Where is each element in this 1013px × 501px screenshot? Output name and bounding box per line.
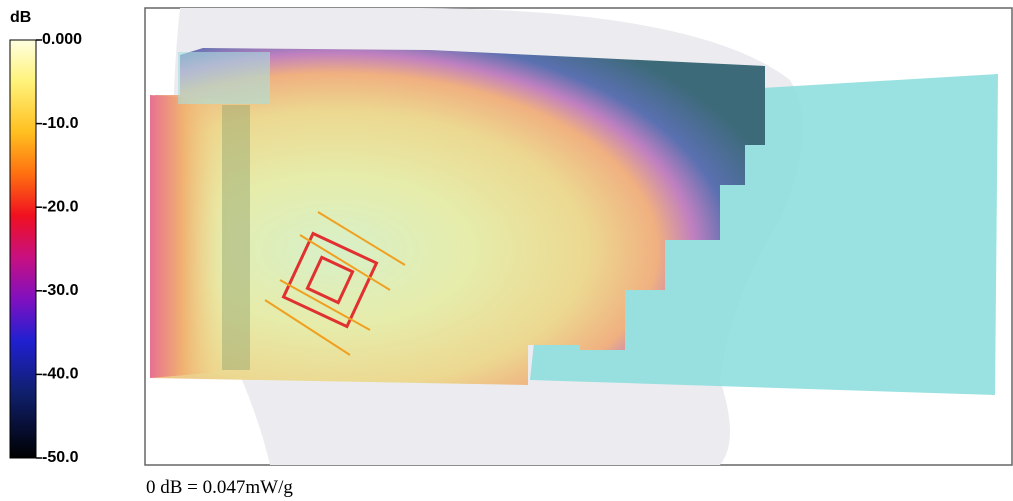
- tick-label: -20.0: [42, 198, 79, 215]
- ear-cylinder: [178, 52, 270, 104]
- colorbar: [9, 39, 37, 459]
- antenna: [281, 231, 379, 329]
- tick-label: -50.0: [42, 449, 79, 466]
- tick-label: -10.0: [42, 115, 79, 132]
- sar-distribution: [150, 48, 765, 385]
- tick-label: -40.0: [42, 366, 79, 383]
- shadow-band: [222, 105, 250, 370]
- colorbar-unit: dB: [10, 9, 31, 26]
- antenna-lines: [264, 211, 406, 356]
- tick-label: 0.000: [42, 31, 82, 48]
- caption: 0 dB = 0.047mW/g: [146, 477, 293, 498]
- tick-label: -30.0: [42, 282, 79, 299]
- sar-edge: [150, 95, 230, 378]
